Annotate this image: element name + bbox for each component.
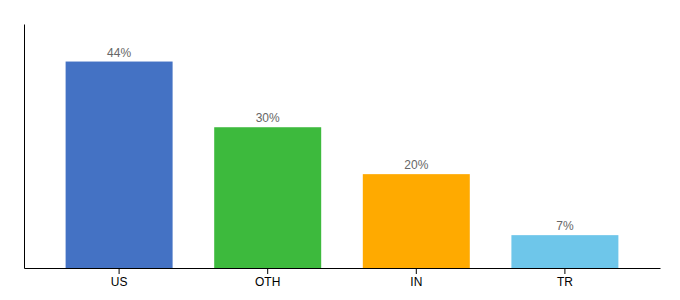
data-label: 7%	[556, 219, 574, 233]
x-tick: TR	[557, 268, 573, 289]
y-axis	[24, 25, 25, 269]
x-tick: US	[111, 268, 128, 289]
x-tick-mark	[267, 268, 268, 274]
x-tick-label: TR	[557, 275, 573, 289]
x-tick-mark	[416, 268, 417, 274]
x-tick-label: OTH	[255, 275, 280, 289]
chart: US OTH IN TR 44% 30% 20% 7%	[0, 0, 680, 300]
x-tick-mark	[564, 268, 565, 274]
bar	[511, 235, 618, 268]
x-tick-label: US	[111, 275, 128, 289]
data-label: 44%	[107, 46, 131, 60]
bar	[363, 174, 470, 268]
bar	[66, 62, 173, 268]
x-tick: OTH	[255, 268, 280, 289]
data-label: 20%	[404, 158, 428, 172]
data-labels: 44% 30% 20% 7%	[107, 46, 574, 234]
data-label: 30%	[256, 111, 280, 125]
y-axis-line	[24, 25, 25, 269]
bars	[66, 62, 619, 268]
x-tick: IN	[410, 268, 422, 289]
bar	[214, 127, 321, 268]
x-tick-mark	[119, 268, 120, 274]
x-tick-label: IN	[410, 275, 422, 289]
x-axis: US OTH IN TR	[25, 268, 661, 289]
plot-area: US OTH IN TR 44% 30% 20% 7%	[25, 25, 661, 289]
